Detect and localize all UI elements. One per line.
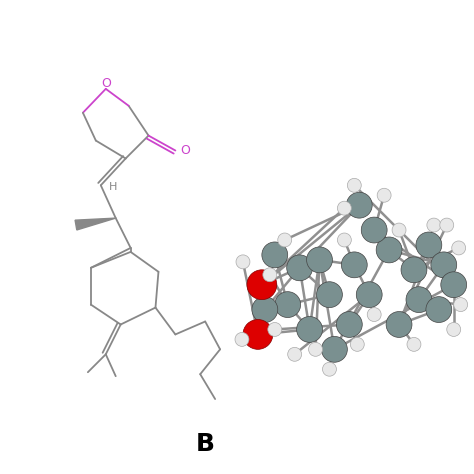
Text: O: O [101,77,111,90]
Circle shape [268,322,282,337]
Circle shape [288,347,301,361]
Circle shape [447,322,461,337]
Circle shape [297,317,322,342]
Circle shape [431,252,457,278]
Text: H: H [109,182,117,192]
Circle shape [337,233,351,247]
Circle shape [427,218,441,232]
Circle shape [247,270,277,300]
Polygon shape [75,218,116,230]
Circle shape [377,188,391,202]
Circle shape [392,223,406,237]
Circle shape [321,337,347,362]
Circle shape [235,332,249,346]
Circle shape [275,292,301,318]
Circle shape [236,255,250,269]
Circle shape [350,337,364,351]
Circle shape [441,272,466,298]
Circle shape [386,311,412,337]
Circle shape [401,257,427,283]
Circle shape [287,255,312,281]
Circle shape [452,241,465,255]
Circle shape [356,282,382,308]
Circle shape [416,232,442,258]
Circle shape [263,268,277,282]
Circle shape [322,362,337,376]
Circle shape [337,201,351,215]
Circle shape [307,247,332,273]
Circle shape [426,297,452,322]
Circle shape [454,298,468,311]
Circle shape [252,297,278,322]
Circle shape [376,237,402,263]
Circle shape [278,233,292,247]
Circle shape [406,287,432,312]
Circle shape [361,217,387,243]
Circle shape [309,342,322,356]
Circle shape [347,178,361,192]
Circle shape [317,282,342,308]
Circle shape [243,319,273,349]
Circle shape [367,308,381,321]
Circle shape [346,192,372,218]
Circle shape [337,311,362,337]
Circle shape [407,337,421,351]
Text: O: O [180,144,190,157]
Text: B: B [196,432,215,456]
Circle shape [262,242,288,268]
Circle shape [440,218,454,232]
Circle shape [341,252,367,278]
